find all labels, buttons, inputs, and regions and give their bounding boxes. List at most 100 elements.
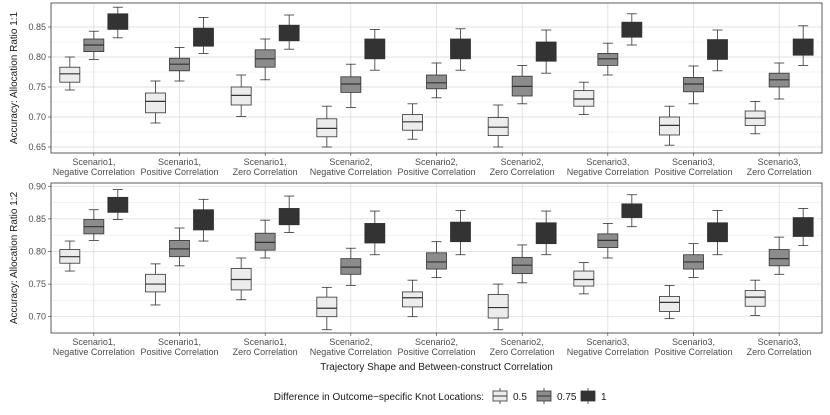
legend-key-0_75 bbox=[536, 388, 552, 404]
box-0_5-cat3 bbox=[230, 74, 252, 117]
box-iqr bbox=[59, 66, 81, 83]
box-0_5-cat1 bbox=[59, 240, 81, 272]
box-0_75-cat7 bbox=[597, 42, 619, 76]
box-iqr bbox=[193, 209, 214, 231]
x-tick-label: Scenario3, bbox=[758, 337, 801, 347]
box-iqr bbox=[535, 41, 557, 62]
y-axis-title: Accuracy: Allocation Ratio 1:1 bbox=[9, 11, 20, 144]
x-tick-label: Positive Correlation bbox=[140, 167, 218, 177]
x-tick-label: Scenario1, bbox=[72, 337, 115, 347]
box-0_5-cat7 bbox=[573, 262, 595, 295]
box-1-cat8 bbox=[707, 29, 728, 72]
box-1-cat7 bbox=[621, 13, 643, 46]
box-0_75-cat4 bbox=[340, 247, 362, 286]
box-0_75-cat9 bbox=[768, 236, 790, 275]
box-0_75-cat3 bbox=[254, 219, 276, 259]
box-1-cat4 bbox=[364, 28, 386, 71]
box-iqr bbox=[768, 249, 790, 267]
box-iqr bbox=[659, 296, 680, 312]
box-0_75-cat8 bbox=[683, 65, 704, 105]
x-tick-label: Negative Correlation bbox=[567, 347, 649, 357]
box-iqr bbox=[450, 38, 471, 60]
x-tick-label: Positive Correlation bbox=[140, 347, 218, 357]
x-tick-label: Negative Correlation bbox=[53, 167, 135, 177]
x-tick-label: Scenario2, bbox=[415, 337, 458, 347]
box-1-cat2 bbox=[193, 198, 214, 242]
y-tick-label: 0.80 bbox=[28, 52, 46, 62]
box-iqr bbox=[792, 217, 814, 237]
box-iqr bbox=[573, 90, 595, 107]
y-tick-label: 0.65 bbox=[28, 142, 46, 152]
box-iqr bbox=[573, 270, 595, 287]
box-1-cat1 bbox=[107, 6, 129, 39]
box-1-cat5 bbox=[450, 28, 471, 71]
box-1-cat3 bbox=[278, 195, 300, 233]
box-0_5-cat8 bbox=[659, 284, 680, 320]
legend-title: Difference in Outcome−specific Knot Loca… bbox=[274, 392, 484, 403]
x-tick-label: Scenario1, bbox=[158, 337, 201, 347]
box-iqr bbox=[744, 290, 766, 307]
box-iqr bbox=[145, 273, 166, 293]
box-0_5-cat3 bbox=[230, 257, 252, 301]
box-0_75-cat1 bbox=[83, 209, 105, 241]
box-iqr bbox=[426, 74, 447, 90]
x-tick-label: Scenario2, bbox=[415, 157, 458, 167]
box-0_75-cat7 bbox=[597, 223, 619, 259]
box-0_5-cat4 bbox=[316, 286, 338, 331]
box-iqr bbox=[145, 92, 166, 114]
x-tick-label: Zero Correlation bbox=[233, 347, 298, 357]
box-iqr bbox=[316, 296, 338, 318]
y-tick-label: 0.75 bbox=[28, 279, 46, 289]
legend-key-0_5 bbox=[492, 388, 508, 404]
box-0_5-cat6 bbox=[487, 104, 509, 148]
x-tick-label: Scenario2, bbox=[501, 337, 544, 347]
box-1-cat9 bbox=[792, 208, 814, 247]
y-tick-label: 0.85 bbox=[28, 22, 46, 32]
box-iqr bbox=[254, 232, 276, 251]
box-0_75-cat5 bbox=[426, 62, 447, 99]
x-tick-label: Zero Correlation bbox=[233, 167, 298, 177]
box-0_5-cat5 bbox=[402, 279, 423, 318]
box-iqr bbox=[364, 223, 386, 244]
box-0_5-cat7 bbox=[573, 81, 595, 115]
box-0_75-cat8 bbox=[683, 243, 704, 278]
box-0_5-cat9 bbox=[744, 101, 766, 135]
x-tick-label: Positive Correlation bbox=[654, 167, 732, 177]
x-tick-label: Scenario3, bbox=[758, 157, 801, 167]
box-iqr bbox=[364, 38, 386, 60]
x-tick-label: Scenario3, bbox=[586, 337, 629, 347]
x-tick-label: Scenario2, bbox=[329, 157, 372, 167]
box-0_75-cat3 bbox=[254, 38, 276, 81]
box-iqr bbox=[621, 21, 643, 38]
box-1-cat6 bbox=[535, 29, 557, 74]
box-0_75-cat6 bbox=[511, 65, 533, 105]
y-axis-title: Accuracy: Allocation Ratio 1:2 bbox=[9, 191, 20, 324]
y-tick-label: 0.85 bbox=[28, 214, 46, 224]
x-tick-label: Zero Correlation bbox=[490, 347, 555, 357]
box-0_5-cat2 bbox=[145, 263, 166, 306]
x-tick-label: Scenario1, bbox=[158, 157, 201, 167]
box-1-cat4 bbox=[364, 210, 386, 256]
box-1-cat5 bbox=[450, 209, 471, 256]
box-0_75-cat5 bbox=[426, 241, 447, 278]
x-tick-label: Scenario2, bbox=[329, 337, 372, 347]
box-1-cat9 bbox=[792, 25, 814, 66]
legend: Difference in Outcome−specific Knot Loca… bbox=[274, 388, 607, 404]
y-tick-label: 0.70 bbox=[28, 112, 46, 122]
box-1-cat7 bbox=[621, 194, 643, 228]
box-0_75-cat4 bbox=[340, 63, 362, 108]
box-0_75-cat9 bbox=[768, 62, 790, 100]
x-axis-title: Trajectory Shape and Between-construct C… bbox=[320, 362, 553, 373]
y-tick-label: 0.90 bbox=[28, 181, 46, 191]
x-tick-label: Negative Correlation bbox=[310, 347, 392, 357]
box-iqr bbox=[535, 222, 557, 245]
box-iqr bbox=[487, 294, 509, 319]
box-1-cat6 bbox=[535, 210, 557, 256]
x-tick-label: Zero Correlation bbox=[747, 347, 812, 357]
x-tick-label: Positive Correlation bbox=[654, 347, 732, 357]
box-iqr bbox=[450, 221, 471, 243]
box-0_5-cat4 bbox=[316, 105, 338, 148]
legend-label: 1 bbox=[601, 392, 607, 403]
box-0_5-cat8 bbox=[659, 105, 680, 146]
